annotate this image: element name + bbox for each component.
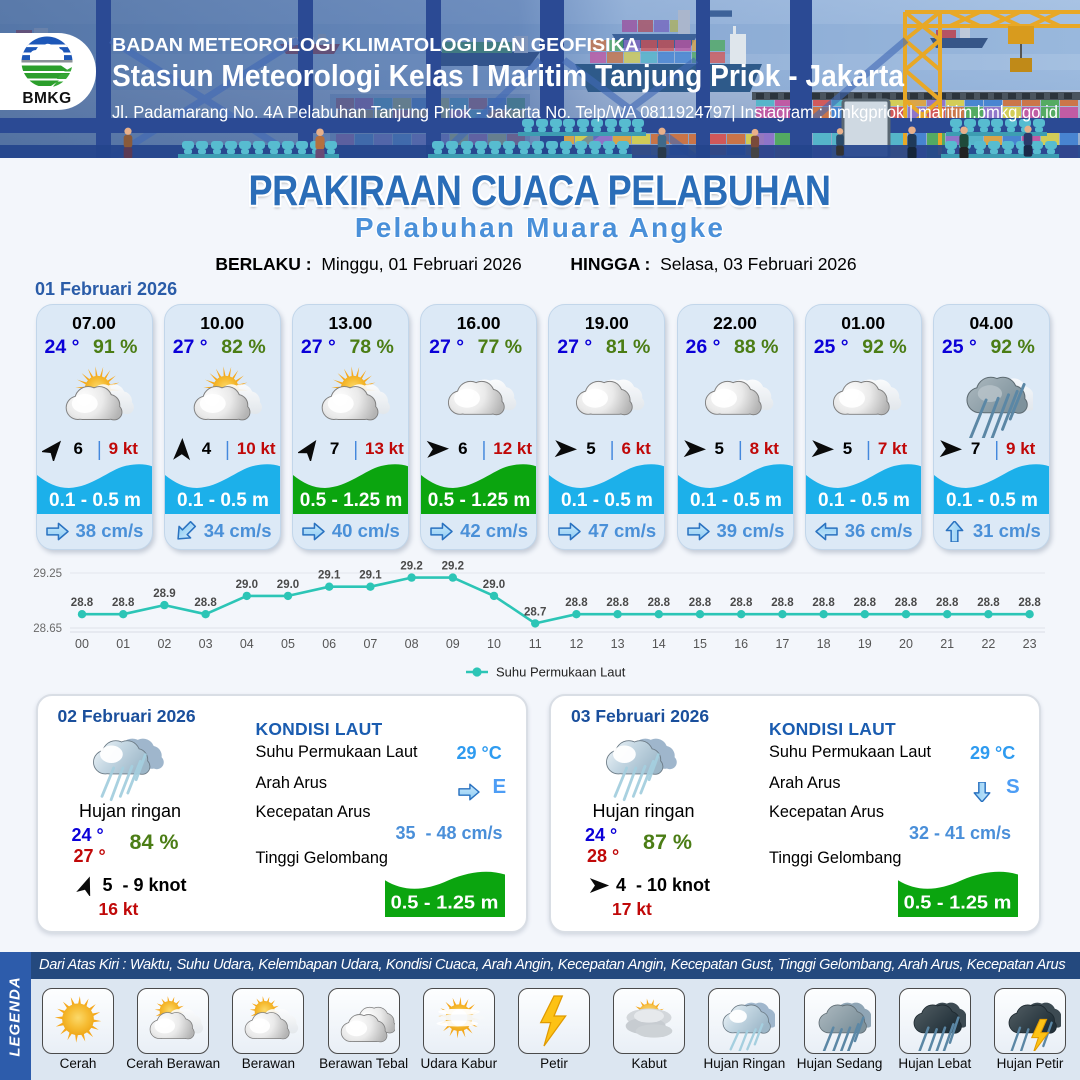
svg-text:18: 18	[817, 637, 831, 651]
svg-text:0.1 - 0.5 m: 0.1 - 0.5 m	[561, 490, 653, 511]
svg-text:10: 10	[487, 637, 501, 651]
svg-text:28.65: 28.65	[33, 623, 62, 635]
svg-text:29.1: 29.1	[359, 570, 382, 582]
svg-text:0.5 - 1.25 m: 0.5 - 1.25 m	[300, 490, 402, 511]
svg-text:28.8: 28.8	[977, 597, 1000, 609]
svg-text:29.0: 29.0	[236, 579, 258, 591]
svg-text:19: 19	[858, 637, 872, 651]
svg-text:05: 05	[281, 637, 295, 651]
svg-text:28.8: 28.8	[689, 597, 712, 609]
svg-text:29.1: 29.1	[318, 570, 341, 582]
svg-text:BMKG: BMKG	[22, 90, 71, 107]
svg-text:0.5 - 1.25 m: 0.5 - 1.25 m	[428, 490, 530, 511]
svg-text:08: 08	[405, 637, 419, 651]
svg-text:16: 16	[734, 637, 748, 651]
svg-text:BADAN METEOROLOGI KLIMATOLOGI: BADAN METEOROLOGI KLIMATOLOGI DAN GEOFIS…	[112, 34, 639, 55]
svg-text:0.1 - 0.5 m: 0.1 - 0.5 m	[946, 490, 1038, 511]
svg-text:12: 12	[569, 637, 583, 651]
svg-text:11: 11	[529, 637, 542, 651]
svg-text:03: 03	[199, 637, 213, 651]
svg-text:00: 00	[75, 637, 89, 651]
svg-text:20: 20	[899, 637, 913, 651]
svg-text:28.9: 28.9	[153, 588, 175, 600]
svg-text:29.2: 29.2	[400, 561, 422, 573]
svg-text:28.8: 28.8	[606, 597, 629, 609]
svg-text:28.8: 28.8	[812, 597, 835, 609]
svg-text:Suhu Permukaan Laut: Suhu Permukaan Laut	[496, 665, 626, 680]
svg-text:0.1 - 0.5 m: 0.1 - 0.5 m	[818, 490, 910, 511]
svg-text:23: 23	[1023, 637, 1037, 651]
svg-text:29.2: 29.2	[442, 561, 464, 573]
svg-text:Jl. Padamarang No. 4A Pelabuha: Jl. Padamarang No. 4A Pelabuhan Tanjung …	[112, 102, 1058, 122]
svg-text:17: 17	[775, 637, 789, 651]
svg-text:28.8: 28.8	[771, 597, 794, 609]
svg-text:28.8: 28.8	[1018, 597, 1041, 609]
svg-text:0.5 - 1.25 m: 0.5 - 1.25 m	[390, 893, 498, 913]
svg-text:29.0: 29.0	[277, 579, 299, 591]
svg-text:28.8: 28.8	[71, 597, 94, 609]
svg-text:09: 09	[446, 637, 460, 651]
svg-text:28.8: 28.8	[854, 597, 877, 609]
svg-text:0.1 - 0.5 m: 0.1 - 0.5 m	[690, 490, 782, 511]
svg-text:22: 22	[981, 637, 995, 651]
svg-text:28.8: 28.8	[112, 597, 135, 609]
svg-text:06: 06	[322, 637, 336, 651]
svg-text:14: 14	[652, 637, 666, 651]
svg-text:07: 07	[363, 637, 377, 651]
svg-text:28.8: 28.8	[648, 597, 671, 609]
svg-text:15: 15	[693, 637, 707, 651]
svg-text:21: 21	[940, 637, 954, 651]
svg-text:0.1 - 0.5 m: 0.1 - 0.5 m	[177, 490, 269, 511]
svg-text:01: 01	[116, 637, 130, 651]
svg-text:Stasiun Meteorologi Kelas I Ma: Stasiun Meteorologi Kelas I Maritim Tanj…	[112, 59, 905, 93]
svg-text:28.8: 28.8	[936, 597, 959, 609]
svg-text:13: 13	[611, 637, 625, 651]
svg-text:28.8: 28.8	[895, 597, 918, 609]
svg-text:04: 04	[240, 637, 254, 651]
svg-text:28.8: 28.8	[565, 597, 588, 609]
svg-text:28.8: 28.8	[194, 597, 217, 609]
svg-text:29.0: 29.0	[483, 579, 505, 591]
svg-text:02: 02	[157, 637, 171, 651]
svg-text:0.1 - 0.5 m: 0.1 - 0.5 m	[49, 490, 141, 511]
svg-text:28.7: 28.7	[524, 606, 546, 618]
svg-text:0.5 - 1.25 m: 0.5 - 1.25 m	[904, 893, 1012, 913]
svg-text:28.8: 28.8	[730, 597, 753, 609]
svg-text:29.25: 29.25	[33, 568, 62, 580]
